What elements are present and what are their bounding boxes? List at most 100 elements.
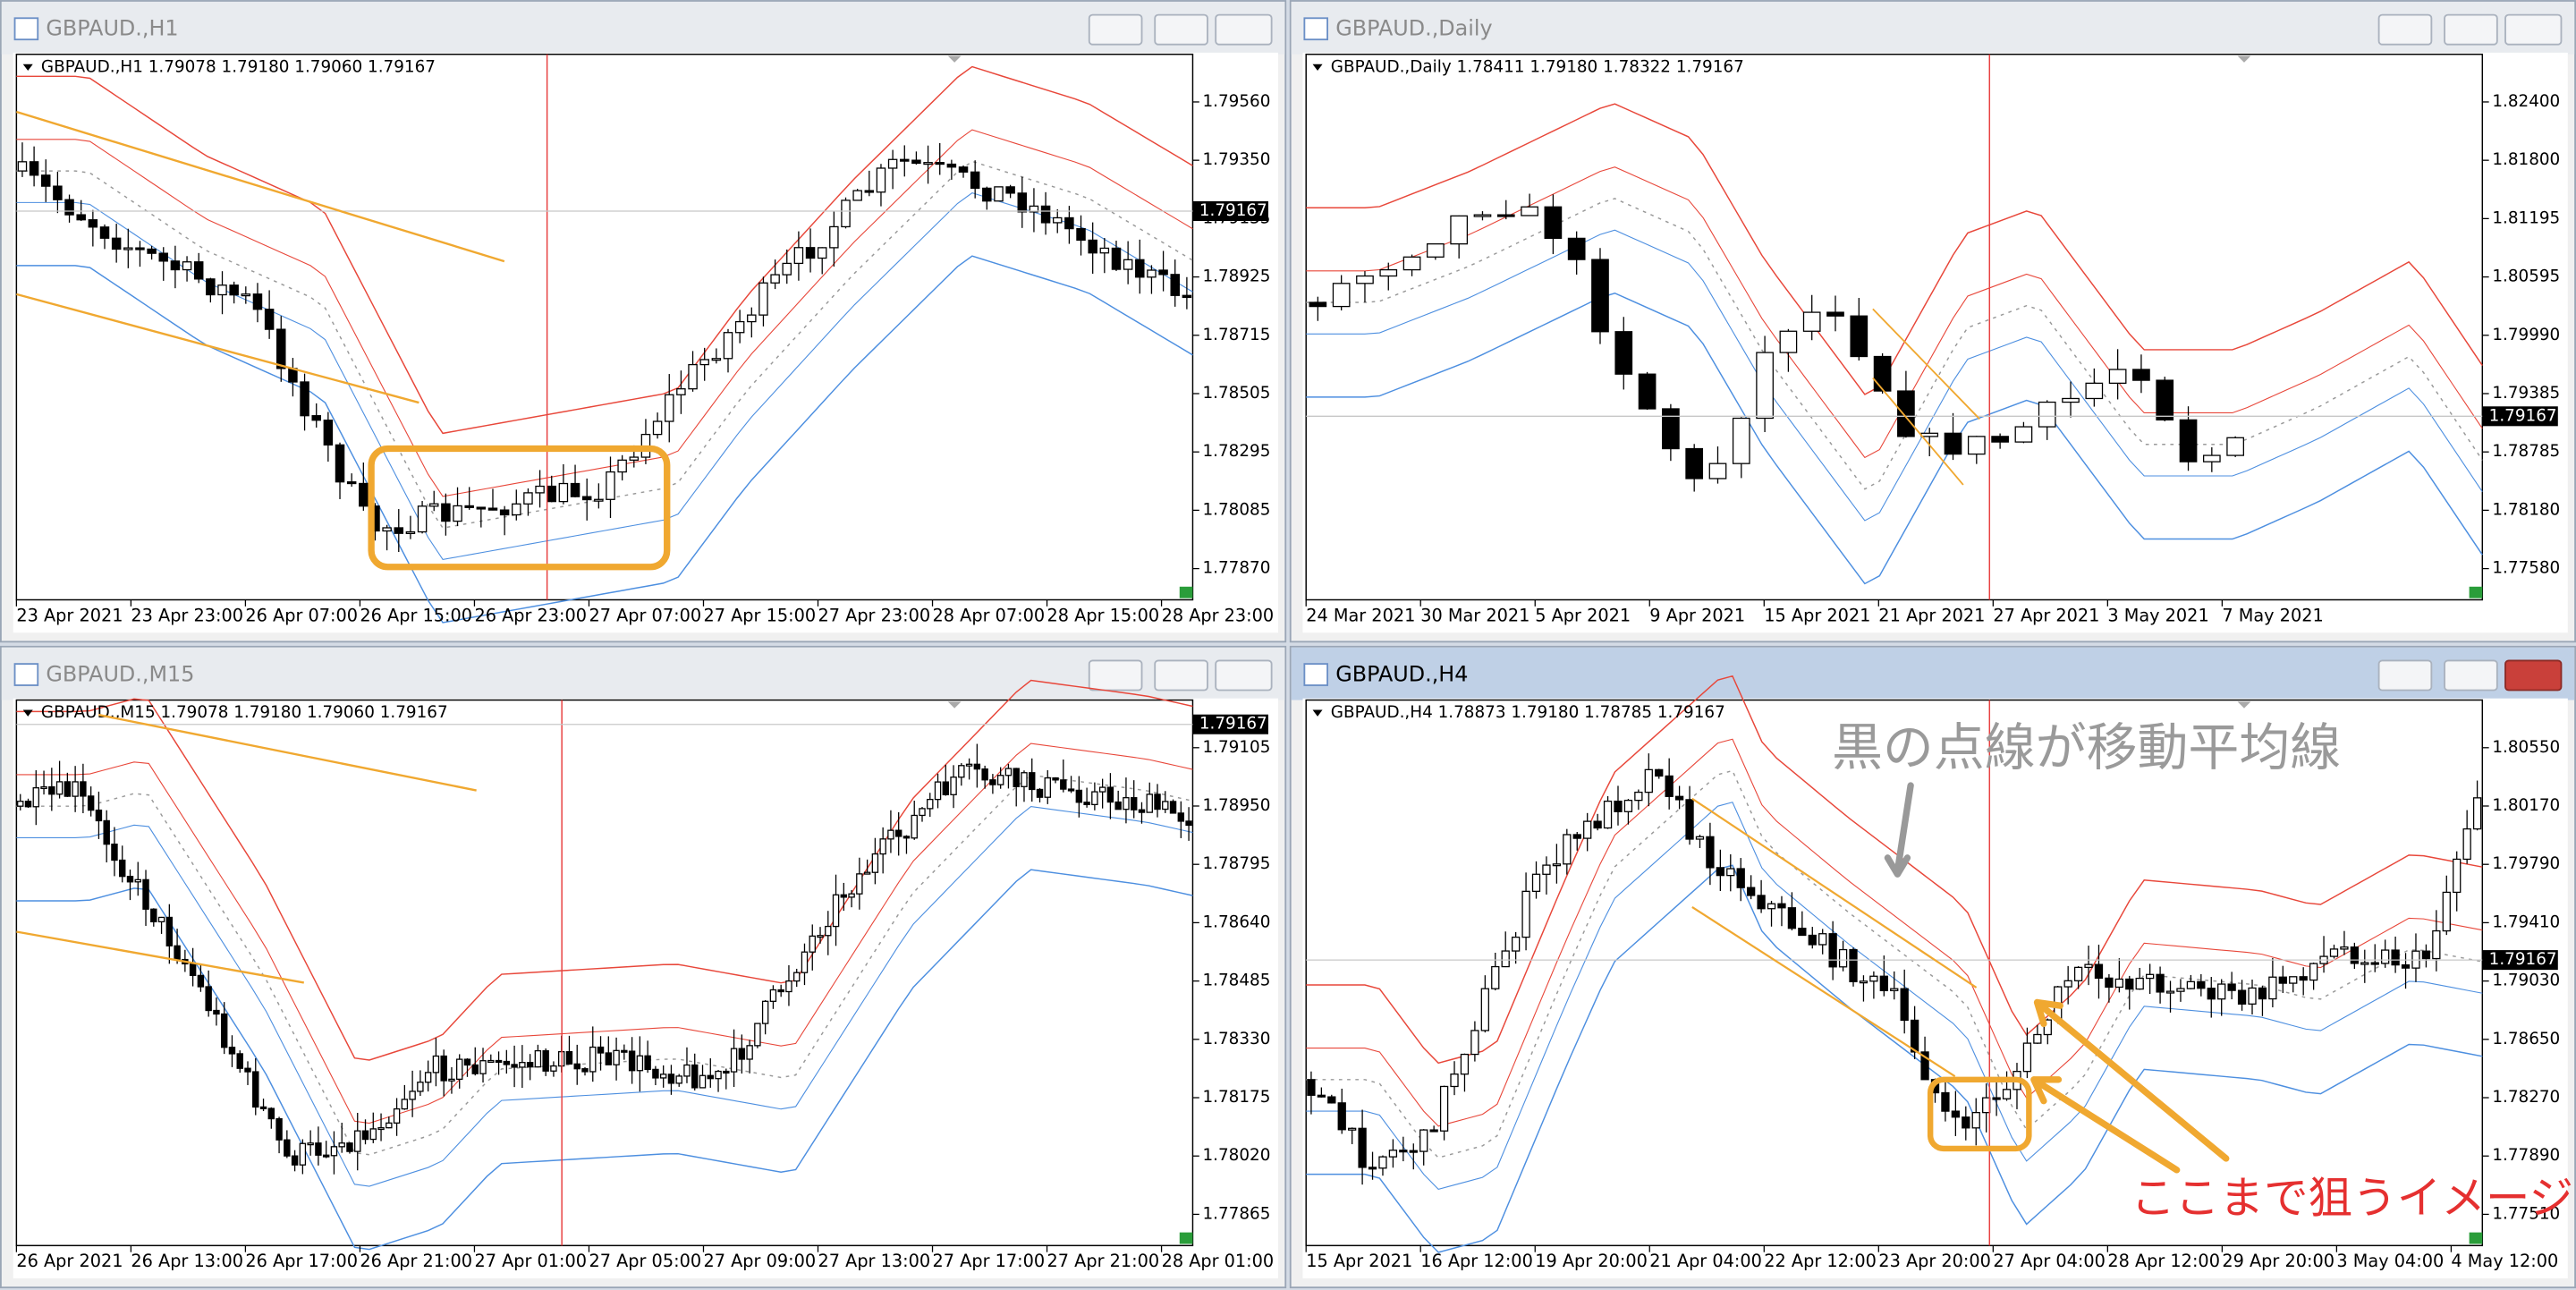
candle-body — [2421, 950, 2431, 960]
candle-body — [1378, 1156, 1387, 1169]
candle-body — [852, 190, 862, 201]
close-button[interactable] — [1215, 13, 1273, 46]
maximize-button[interactable] — [2444, 659, 2498, 692]
candle-body — [80, 781, 87, 797]
candle-body — [170, 260, 181, 271]
candle-body — [919, 808, 926, 817]
candle-body — [2114, 978, 2123, 989]
chart-header: GBPAUD.,H1 1.79078 1.79180 1.79060 1.791… — [41, 57, 436, 76]
price-label: 1.78715 — [1202, 326, 1270, 344]
chart-header: GBPAUD.,M15 1.79078 1.79180 1.79060 1.79… — [41, 703, 448, 722]
candle-body — [2073, 966, 2083, 981]
candle-body — [970, 171, 980, 190]
candle-body — [848, 893, 855, 898]
time-label: 27 Apr 09:00 — [703, 1251, 816, 1271]
minimize-button[interactable] — [2377, 13, 2433, 46]
chart-area — [1302, 698, 2568, 1279]
candle-body — [40, 785, 47, 790]
close-button[interactable] — [2504, 659, 2563, 692]
candle-body — [99, 226, 110, 239]
minimize-button[interactable] — [1088, 13, 1143, 46]
current-price-label: 1.79167 — [1199, 201, 1267, 220]
candle-body — [2014, 426, 2033, 443]
close-button[interactable] — [2504, 13, 2563, 46]
candle-body — [1029, 205, 1039, 213]
candle-body — [495, 1059, 503, 1063]
candle-body — [432, 1055, 440, 1074]
maximize-button[interactable] — [2444, 13, 2498, 46]
candle-body — [2453, 858, 2462, 894]
candle-body — [2135, 977, 2144, 990]
candle-body — [981, 768, 988, 781]
candle-body — [1021, 772, 1028, 787]
candle-body — [621, 1049, 628, 1053]
candle-body — [1158, 269, 1168, 276]
candle-body — [2038, 401, 2056, 428]
current-price-box — [1192, 714, 1268, 734]
maximize-button[interactable] — [1154, 13, 1208, 46]
candle-body — [2084, 963, 2093, 969]
candle-body — [542, 1049, 549, 1072]
plot-border — [1305, 53, 2484, 601]
candle-body — [832, 894, 840, 928]
candle-body — [456, 1058, 463, 1081]
candle-body — [934, 781, 942, 801]
candle-body — [1838, 948, 1848, 968]
candle-body — [1521, 206, 1538, 216]
candle-body — [264, 309, 275, 330]
time-label: 27 Apr 23:00 — [818, 605, 931, 625]
candle-body — [142, 878, 149, 910]
candle-body — [894, 829, 902, 837]
price-label: 1.78330 — [1202, 1030, 1270, 1048]
candle-body — [1029, 772, 1036, 791]
candle-body — [503, 1060, 511, 1065]
candle-body — [1004, 768, 1013, 777]
candle-body — [1890, 988, 1899, 991]
close-button[interactable] — [1215, 659, 1273, 692]
maximize-button[interactable] — [1154, 659, 1208, 692]
minimize-button[interactable] — [2377, 659, 2433, 692]
candle-body — [942, 781, 950, 795]
candle-body — [1368, 1167, 1377, 1170]
chart-window: GBPAUD.,H4 GBPAUD.,H4 1.78873 1.79180 1.7… — [1289, 645, 2576, 1289]
candle-body — [825, 925, 832, 937]
current-price-label: 1.79167 — [2489, 950, 2557, 969]
candle-body — [346, 1142, 353, 1152]
candle-body — [2022, 1042, 2032, 1073]
candle-body — [1798, 928, 1807, 937]
time-label: 7 May 2021 — [2222, 605, 2323, 625]
candle-body — [1356, 275, 1374, 284]
candle-body — [817, 935, 824, 938]
window-icon — [13, 663, 39, 686]
price-label: 1.79105 — [1202, 738, 1270, 757]
price-label: 1.77890 — [2492, 1146, 2560, 1165]
price-label: 1.79790 — [2492, 854, 2560, 873]
time-label: 26 Apr 2021 — [16, 1251, 123, 1271]
candle-body — [174, 945, 181, 961]
price-label: 1.79560 — [1202, 92, 1270, 111]
time-label: 27 Apr 17:00 — [933, 1251, 1046, 1271]
candle-body — [424, 1072, 432, 1083]
minimize-button[interactable] — [1088, 659, 1143, 692]
window-title: GBPAUD.,H4 — [1335, 661, 1468, 686]
candle-body — [40, 174, 51, 187]
price-label: 1.79410 — [2492, 912, 2560, 931]
candle-body — [1473, 214, 1492, 217]
candle-body — [1756, 352, 1774, 420]
candle-body — [723, 332, 733, 360]
candle-body — [715, 1070, 722, 1080]
candle-body — [1470, 1030, 1479, 1056]
candle-body — [1544, 206, 1563, 240]
candle-body — [1427, 243, 1445, 258]
candle-body — [2237, 989, 2247, 1005]
candle-body — [512, 503, 521, 516]
inner-upper — [1306, 738, 2483, 1127]
candle-body — [1083, 802, 1090, 806]
candle-body — [636, 1055, 644, 1072]
plot-border — [1305, 699, 2484, 1247]
candle-body — [1826, 311, 1844, 317]
candle-body — [801, 951, 809, 973]
candle-body — [1439, 1085, 1449, 1132]
candle-body — [64, 199, 74, 216]
trend-line — [1691, 797, 1978, 989]
